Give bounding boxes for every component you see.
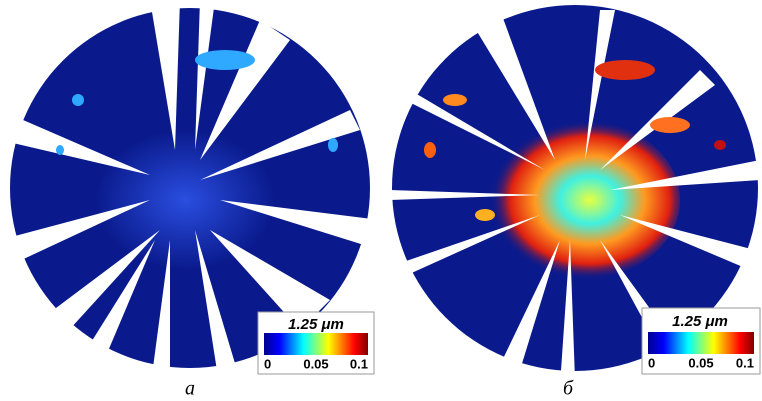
colorbar-tick-label: 0.05 bbox=[303, 356, 328, 371]
colorbar bbox=[264, 333, 368, 355]
panel-b: 1.25 μm б bbox=[380, 5, 761, 400]
map-region bbox=[95, 130, 275, 270]
panel-caption: а bbox=[185, 378, 195, 400]
map-gaps bbox=[0, 0, 380, 390]
colorbar-tick-label: 0 bbox=[264, 356, 271, 371]
map-spots bbox=[56, 50, 338, 155]
map-region bbox=[480, 120, 680, 280]
colorbar-title: 1.25 μm bbox=[288, 316, 344, 333]
colorbar-tick-label: 0.1 bbox=[736, 355, 754, 370]
panel-caption: б bbox=[563, 378, 574, 400]
panel-a: 1.25 μm а bbox=[0, 0, 380, 400]
colorbar bbox=[648, 332, 754, 354]
colorbar-tick-label: 0.05 bbox=[688, 355, 713, 370]
colorbar-tick-label: 0 bbox=[648, 355, 655, 370]
map-spots bbox=[424, 60, 726, 221]
colorbar-title: 1.25 μm bbox=[672, 313, 728, 330]
colorbar-tick-label: 0.1 bbox=[350, 356, 368, 371]
